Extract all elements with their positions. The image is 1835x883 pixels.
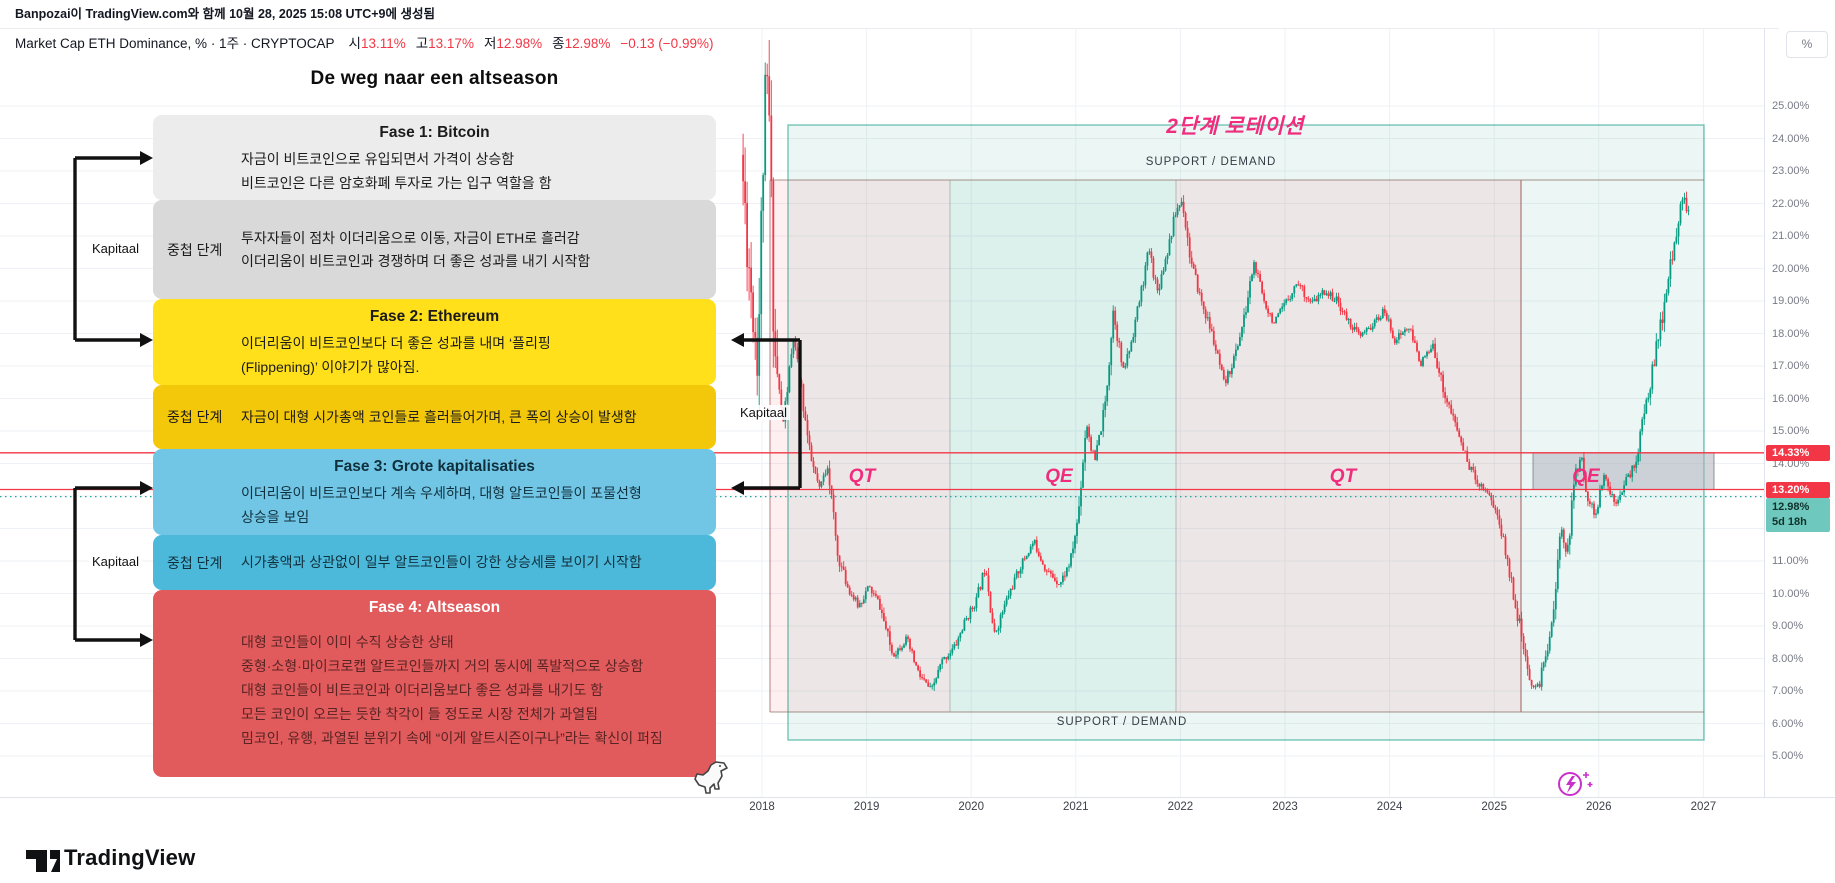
- ohlc-value: 13.17%: [428, 36, 474, 51]
- year-tick-2020: 2020: [958, 801, 984, 813]
- phase-line: 자금이 비트코인으로 유입되면서 가격이 상승함: [241, 151, 515, 167]
- flash-badge-icon[interactable]: [1548, 766, 1600, 802]
- last-price-countdown-label: 12.98% 5d 18h: [1766, 497, 1830, 532]
- overlap-row: 중첩 단계 시가총액과 상관없이 일부 알트코인들이 강한 상승세를 보이기 시작…: [153, 535, 716, 590]
- price-tick: 20.00%: [1772, 262, 1810, 275]
- price-tick: 22.00%: [1772, 197, 1810, 210]
- time-axis-border: [0, 797, 1835, 798]
- price-tick: 5.00%: [1772, 750, 1804, 762]
- ohlc-key: 고: [415, 36, 429, 51]
- tradingview-wordmark[interactable]: TradingView: [64, 845, 196, 870]
- price-tick: 10.00%: [1772, 587, 1810, 600]
- support-demand-label-top: SUPPORT / DEMAND: [1145, 156, 1277, 168]
- year-tick-2018: 2018: [749, 801, 775, 813]
- phase-header: Fase 4: Altseason: [368, 599, 501, 616]
- overlap-line: 시가총액과 상관없이 일부 알트코인들이 강한 상승세를 보이기 시작함: [241, 554, 642, 570]
- phase-header: Fase 3: Grote kapitalisaties: [334, 458, 535, 475]
- macro-zone-label-qe-1: QE: [1045, 466, 1073, 487]
- price-tick: 6.00%: [1772, 717, 1804, 730]
- phase-line: 비트코인은 다른 암호화폐 투자로 가는 입구 역할을 함: [241, 175, 552, 191]
- symbol-legend[interactable]: Market Cap ETH Dominance, % · 1주 · CRYPT…: [15, 33, 713, 55]
- phase-row: Fase 2: Ethereum 이더리움이 비트코인보다 더 좋은 성과를 내며…: [153, 299, 716, 385]
- year-tick-2019: 2019: [853, 801, 880, 813]
- overlap-label: 중첩 단계: [167, 554, 223, 571]
- price-tick: 15.00%: [1772, 425, 1810, 437]
- macro-zone-label-qe-3: QE: [1572, 466, 1600, 487]
- overlap-line: 자금이 대형 시가총액 코인들로 흘러들어가며, 큰 폭의 상승이 발생함: [241, 408, 637, 425]
- phase-header: Fase 2: Ethereum: [369, 308, 500, 325]
- price-tick: 18.00%: [1772, 327, 1810, 340]
- phase-line: 상승을 보임: [241, 509, 310, 525]
- price-tick: 21.00%: [1772, 230, 1810, 242]
- ohlc-key: 저: [483, 36, 497, 51]
- overlap-row: 중첩 단계 자금이 대형 시가총액 코인들로 흘러들어가며, 큰 폭의 상승이 발…: [153, 385, 716, 449]
- phase-line: 대형 코인들이 비트코인과 이더리움보다 좋은 성과를 내기도 함: [241, 682, 604, 698]
- overlap-line: 투자자들이 점차 이더리움으로 이동, 자금이 ETH로 흘러감: [241, 229, 580, 246]
- attribution-text: Banpozai이 TradingView.com와 함께 10월 28, 20…: [15, 7, 435, 21]
- ohlc-value: 12.98%: [496, 36, 543, 51]
- phase-line: 모든 코인이 오르는 듯한 착각이 들 정도로 시장 전체가 과열됨: [241, 706, 599, 722]
- year-tick-2024: 2024: [1376, 801, 1403, 813]
- price-tick: 17.00%: [1772, 360, 1810, 372]
- capital-flow-arrows: [73, 151, 802, 647]
- price-tick: 8.00%: [1772, 652, 1804, 665]
- phase-row: Fase 3: Grote kapitalisaties 이더리움이 비트코인보다…: [153, 449, 716, 535]
- support-demand-label-bottom: SUPPORT / DEMAND: [1056, 716, 1188, 728]
- year-tick-2021: 2021: [1063, 801, 1089, 813]
- year-tick-2025: 2025: [1481, 801, 1507, 813]
- overlap-line: 이더리움이 비트코인과 경쟁하며 더 좋은 성과를 내기 시작함: [241, 252, 591, 269]
- year-tick-2023: 2023: [1272, 801, 1298, 813]
- dino-cursor-icon: [694, 761, 728, 794]
- price-tick: 16.00%: [1772, 392, 1810, 405]
- macro-zone-label-qt-0: QT: [848, 466, 876, 487]
- infographic-title: De weg naar een altseason: [310, 68, 559, 89]
- kapitaal-label-2: Kapitaal: [89, 554, 142, 569]
- year-tick-2027: 2027: [1690, 801, 1717, 813]
- percent-scale-button[interactable]: %: [1786, 31, 1828, 58]
- price-tick: 11.00%: [1772, 555, 1809, 567]
- phase-line: (Flippening)’ 이야기가 많아짐.: [241, 359, 420, 375]
- price-tick: 25.00%: [1772, 100, 1810, 112]
- ohlc-key: 시: [348, 36, 361, 51]
- attribution-bar: Banpozai이 TradingView.com와 함께 10월 28, 20…: [0, 0, 1779, 29]
- rotation-title: 2단계 로테이션: [1166, 115, 1304, 138]
- ohlc-value: 13.11%: [360, 36, 406, 51]
- year-tick-2022: 2022: [1167, 801, 1194, 813]
- price-line-label: 14.33%: [1766, 444, 1830, 461]
- phase-header: Fase 1: Bitcoin: [379, 124, 490, 141]
- kapitaal-label-3: Kapitaal: [737, 405, 790, 420]
- kapitaal-label-1: Kapitaal: [89, 241, 142, 256]
- phase-line: 중형·소형·마이크로캡 알트코인들까지 거의 동시에 폭발적으로 상승함: [241, 658, 644, 674]
- overlap-label: 중첩 단계: [167, 241, 223, 258]
- change-value: −0.13 (−0.99%): [620, 36, 714, 51]
- tradingview-logo-icon[interactable]: [26, 843, 60, 877]
- phase-line: 이더리움이 비트코인보다 더 좋은 성과를 내며 ‘플리핑: [241, 335, 551, 351]
- phase-line: 대형 코인들이 이미 수직 상승한 상태: [241, 634, 454, 650]
- price-axis-border: [1764, 28, 1765, 797]
- price-tick: 24.00%: [1772, 132, 1810, 145]
- ohlc-value: 12.98%: [564, 36, 611, 51]
- phase-line: 밈코인, 유행, 과열된 분위기 속에 “이게 알트시즌이구나”라는 확신이 퍼…: [241, 730, 663, 746]
- year-tick-2026: 2026: [1586, 801, 1612, 813]
- price-tick: 19.00%: [1772, 295, 1810, 307]
- price-tick: 7.00%: [1772, 685, 1804, 697]
- macro-zone-label-qt-2: QT: [1329, 466, 1357, 487]
- phase-line: 이더리움이 비트코인보다 계속 우세하며, 대형 알트코인들이 포물선형: [241, 485, 642, 501]
- symbol-title[interactable]: Market Cap ETH Dominance, % · 1주 · CRYPT…: [15, 36, 335, 51]
- ohlc-values: 시13.11% 고13.17% 저12.98% 종12.98%: [349, 36, 621, 51]
- price-tick: 23.00%: [1772, 165, 1810, 177]
- ohlc-key: 종: [552, 36, 565, 51]
- overlap-label: 중첩 단계: [167, 409, 223, 425]
- price-tick: 9.00%: [1772, 620, 1804, 632]
- price-line-label: 13.20%: [1766, 481, 1830, 498]
